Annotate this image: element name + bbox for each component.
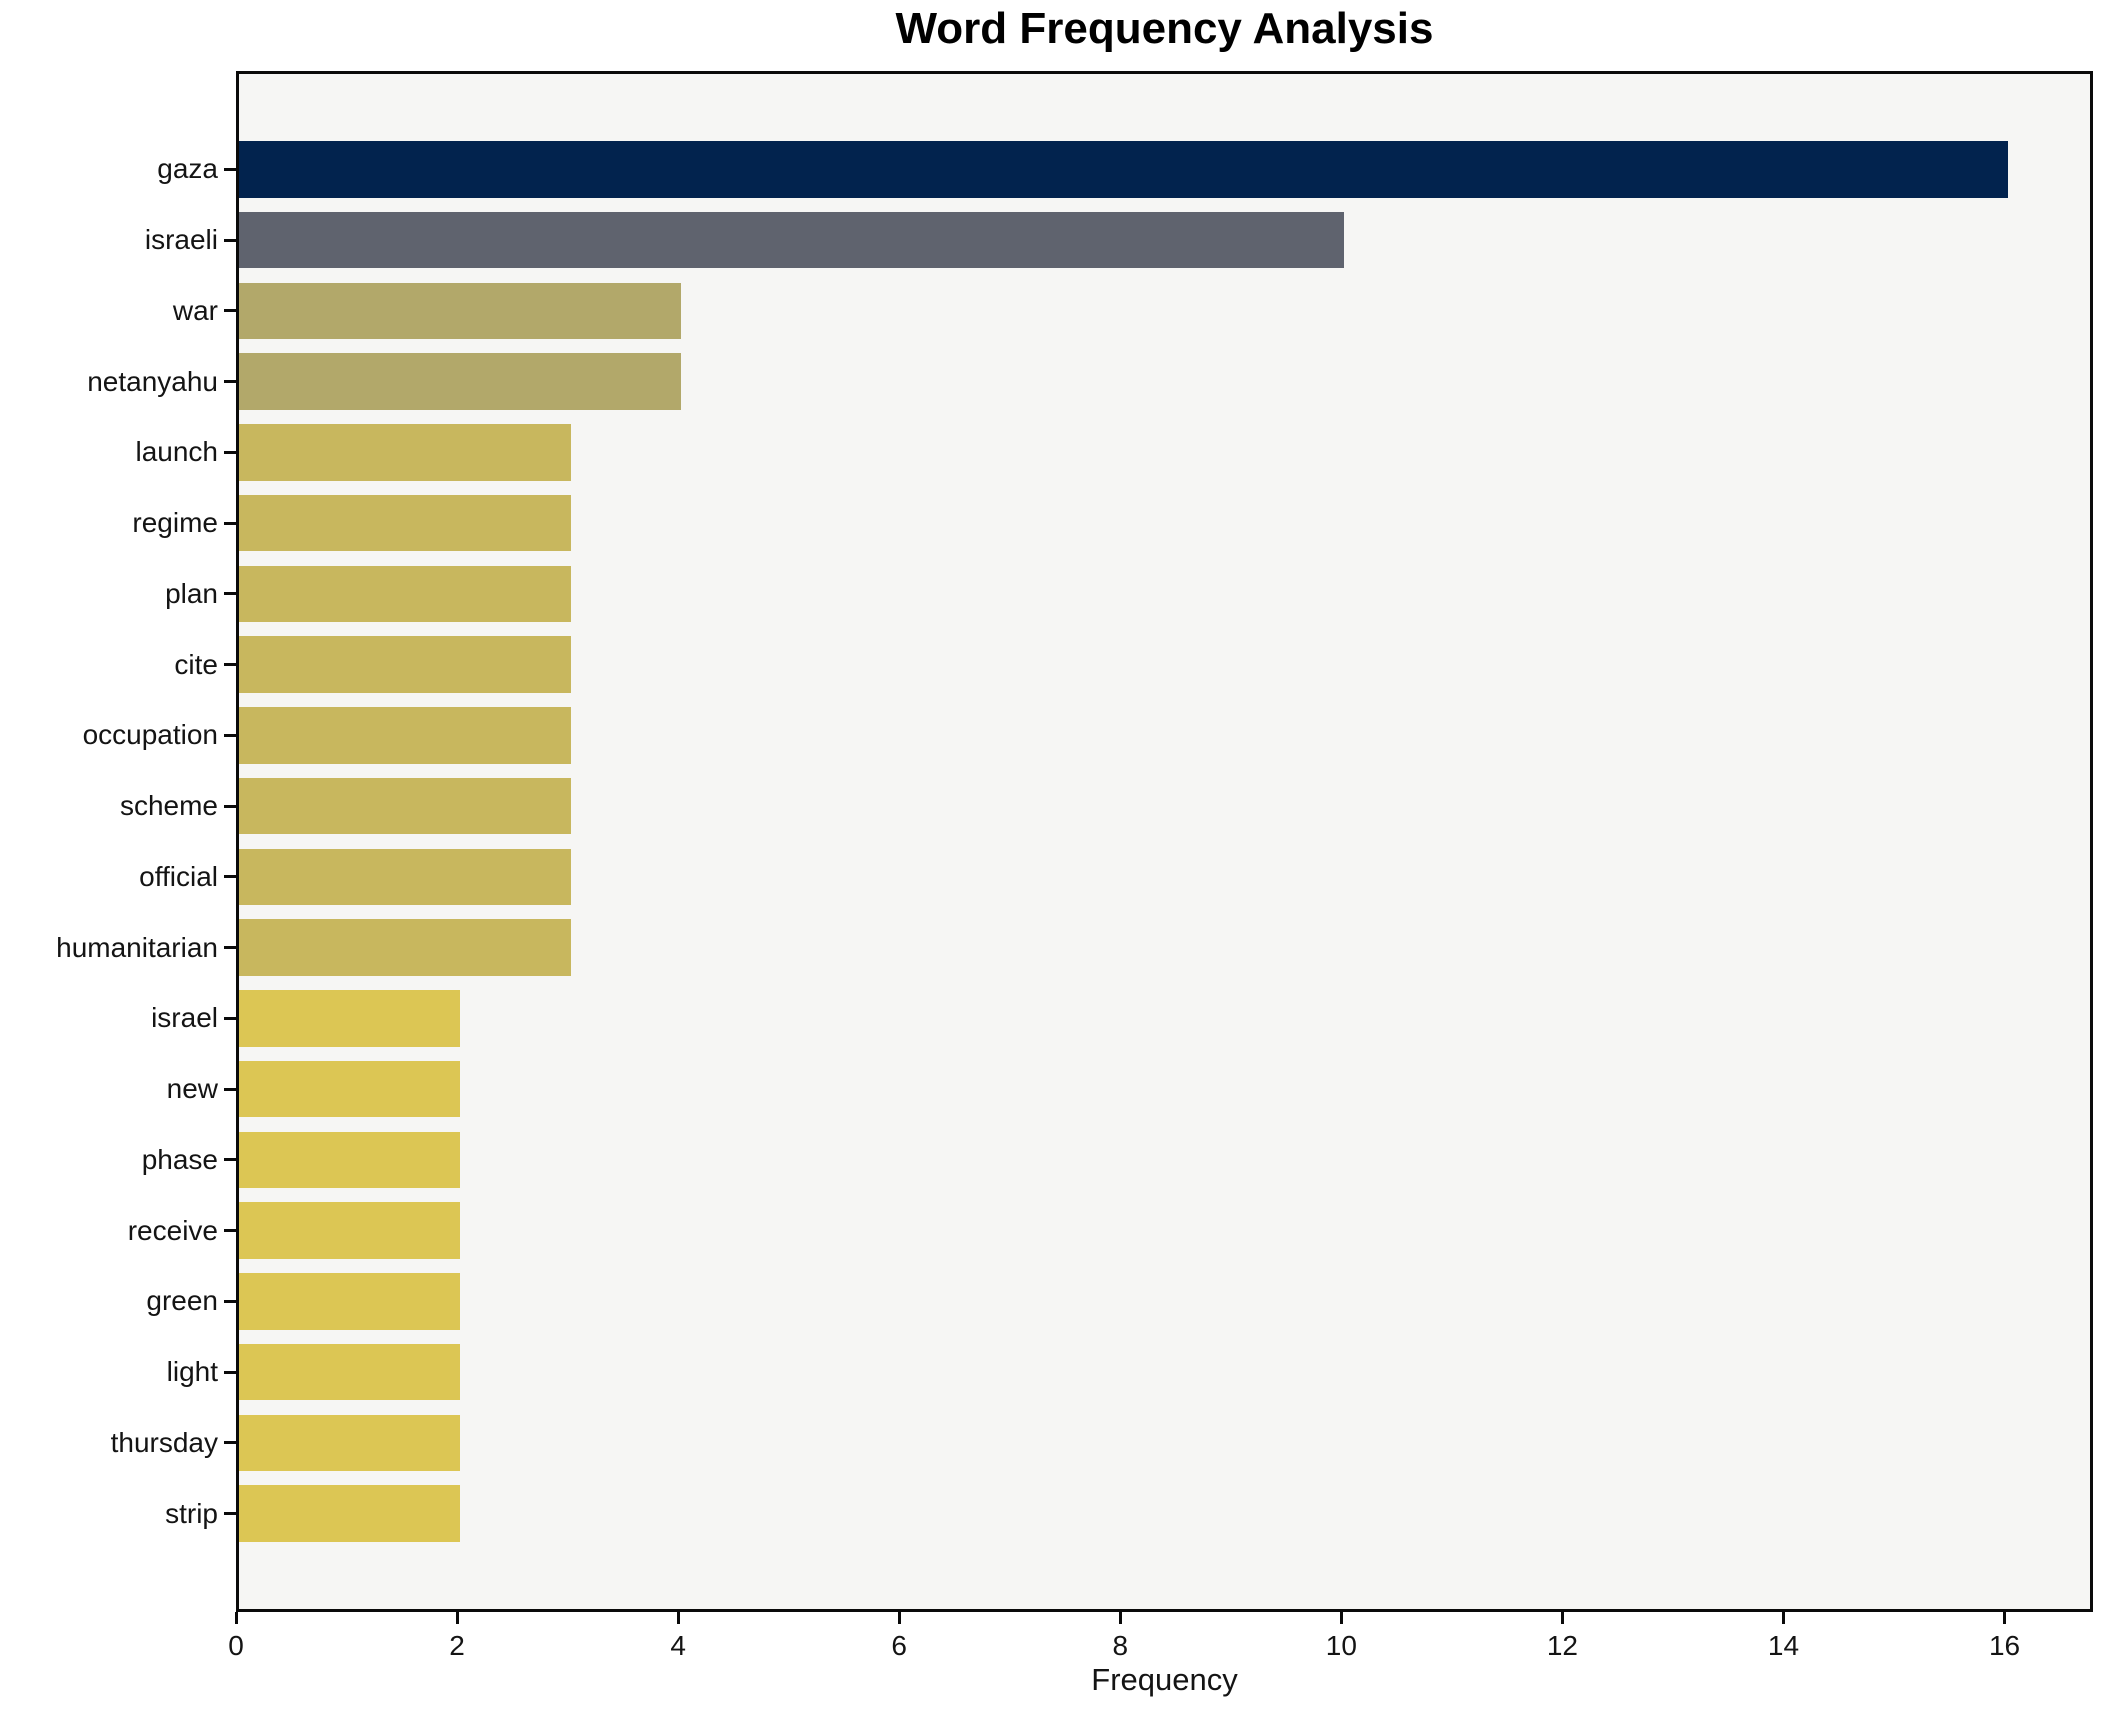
y-tick-mark (224, 804, 236, 808)
bar-receive (239, 1202, 461, 1259)
y-tick-mark (224, 875, 236, 879)
y-tick-label-netanyahu: netanyahu (87, 365, 218, 397)
y-tick-mark (224, 380, 236, 384)
plot-area (236, 71, 2093, 1612)
y-axis-labels: gaza israeli war netanyahu launch regime plan c… (0, 71, 218, 1612)
y-tick-label-israeli: israeli (144, 224, 218, 256)
x-tick-mark (2003, 1612, 2007, 1624)
bar-light (239, 1343, 461, 1401)
bar-humanitarian (239, 919, 571, 976)
y-tick-label-light: light (166, 1356, 218, 1388)
y-tick-label-scheme: scheme (119, 790, 218, 822)
y-tick-label-official: official (139, 860, 218, 892)
y-tick-mark (224, 592, 236, 596)
x-tick-mark (1782, 1612, 1785, 1624)
y-tick-mark (224, 1512, 236, 1516)
y-tick-label-strip: strip (165, 1497, 218, 1529)
y-tick-label-occupation: occupation (82, 719, 218, 751)
x-tick-mark (897, 1612, 901, 1624)
x-tick-mark (1339, 1612, 1343, 1624)
y-tick-mark (224, 309, 236, 313)
bar-plan (239, 565, 571, 623)
bar-phase (239, 1131, 461, 1189)
y-tick-label-phase: phase (141, 1143, 218, 1175)
y-tick-mark (224, 167, 236, 171)
y-tick-mark (224, 1441, 236, 1445)
y-tick-label-gaza: gaza (157, 153, 218, 185)
x-tick-label-12: 12 (1546, 1630, 1578, 1661)
x-tick-mark (1118, 1612, 1122, 1624)
x-tick-mark (234, 1612, 238, 1624)
y-tick-label-israel: israel (151, 1002, 218, 1034)
x-tick-label-6: 6 (891, 1630, 907, 1661)
y-tick-mark (224, 238, 236, 242)
bar-israel (239, 990, 461, 1047)
y-tick-label-humanitarian: humanitarian (56, 931, 218, 963)
bar-scheme (239, 777, 571, 835)
bar-launch (239, 424, 571, 481)
bar-netanyahu (239, 353, 682, 410)
y-tick-label-thursday: thursday (110, 1426, 218, 1458)
y-tick-mark (224, 663, 236, 667)
bar-green (239, 1273, 461, 1330)
bar-regime (239, 494, 571, 552)
y-tick-mark (224, 1229, 236, 1233)
y-tick-mark (224, 450, 236, 454)
y-tick-label-war: war (172, 294, 218, 326)
x-tick-label-14: 14 (1767, 1630, 1800, 1661)
x-tick-mark (1560, 1612, 1564, 1624)
bar-new (239, 1060, 461, 1118)
y-tick-mark (224, 1299, 236, 1303)
y-tick-mark (224, 1158, 236, 1162)
bar-official (239, 848, 571, 906)
y-tick-label-receive: receive (127, 1214, 218, 1246)
bar-gaza (239, 141, 2008, 198)
y-tick-mark (224, 946, 236, 950)
x-tick-label-4: 4 (670, 1630, 686, 1661)
y-tick-mark (224, 1370, 236, 1374)
x-tick-mark (455, 1612, 459, 1624)
x-tick-mark (676, 1612, 680, 1624)
y-tick-label-plan: plan (165, 577, 218, 609)
chart-title: Word Frequency Analysis (895, 4, 1434, 53)
x-tick-label-16: 16 (1988, 1630, 2021, 1661)
x-axis-label: Frequency (1091, 1662, 1238, 1697)
bar-israeli (239, 211, 1345, 269)
x-tick-label-0: 0 (228, 1630, 244, 1661)
y-tick-label-regime: regime (132, 507, 218, 539)
bar-war (239, 282, 682, 340)
y-tick-label-new: new (166, 1073, 218, 1105)
x-tick-label-8: 8 (1112, 1630, 1129, 1661)
bar-thursday (239, 1414, 461, 1472)
y-tick-mark (224, 1087, 236, 1091)
bar-strip (239, 1485, 461, 1542)
y-tick-mark (224, 733, 236, 737)
y-tick-label-green: green (146, 1285, 218, 1317)
y-tick-label-cite: cite (174, 648, 218, 680)
bar-occupation (239, 707, 571, 764)
x-tick-label-2: 2 (449, 1630, 465, 1661)
y-tick-label-launch: launch (135, 436, 218, 468)
y-tick-mark (224, 521, 236, 525)
x-tick-label-10: 10 (1325, 1630, 1357, 1661)
bar-cite (239, 636, 571, 693)
y-tick-mark (224, 1016, 236, 1020)
